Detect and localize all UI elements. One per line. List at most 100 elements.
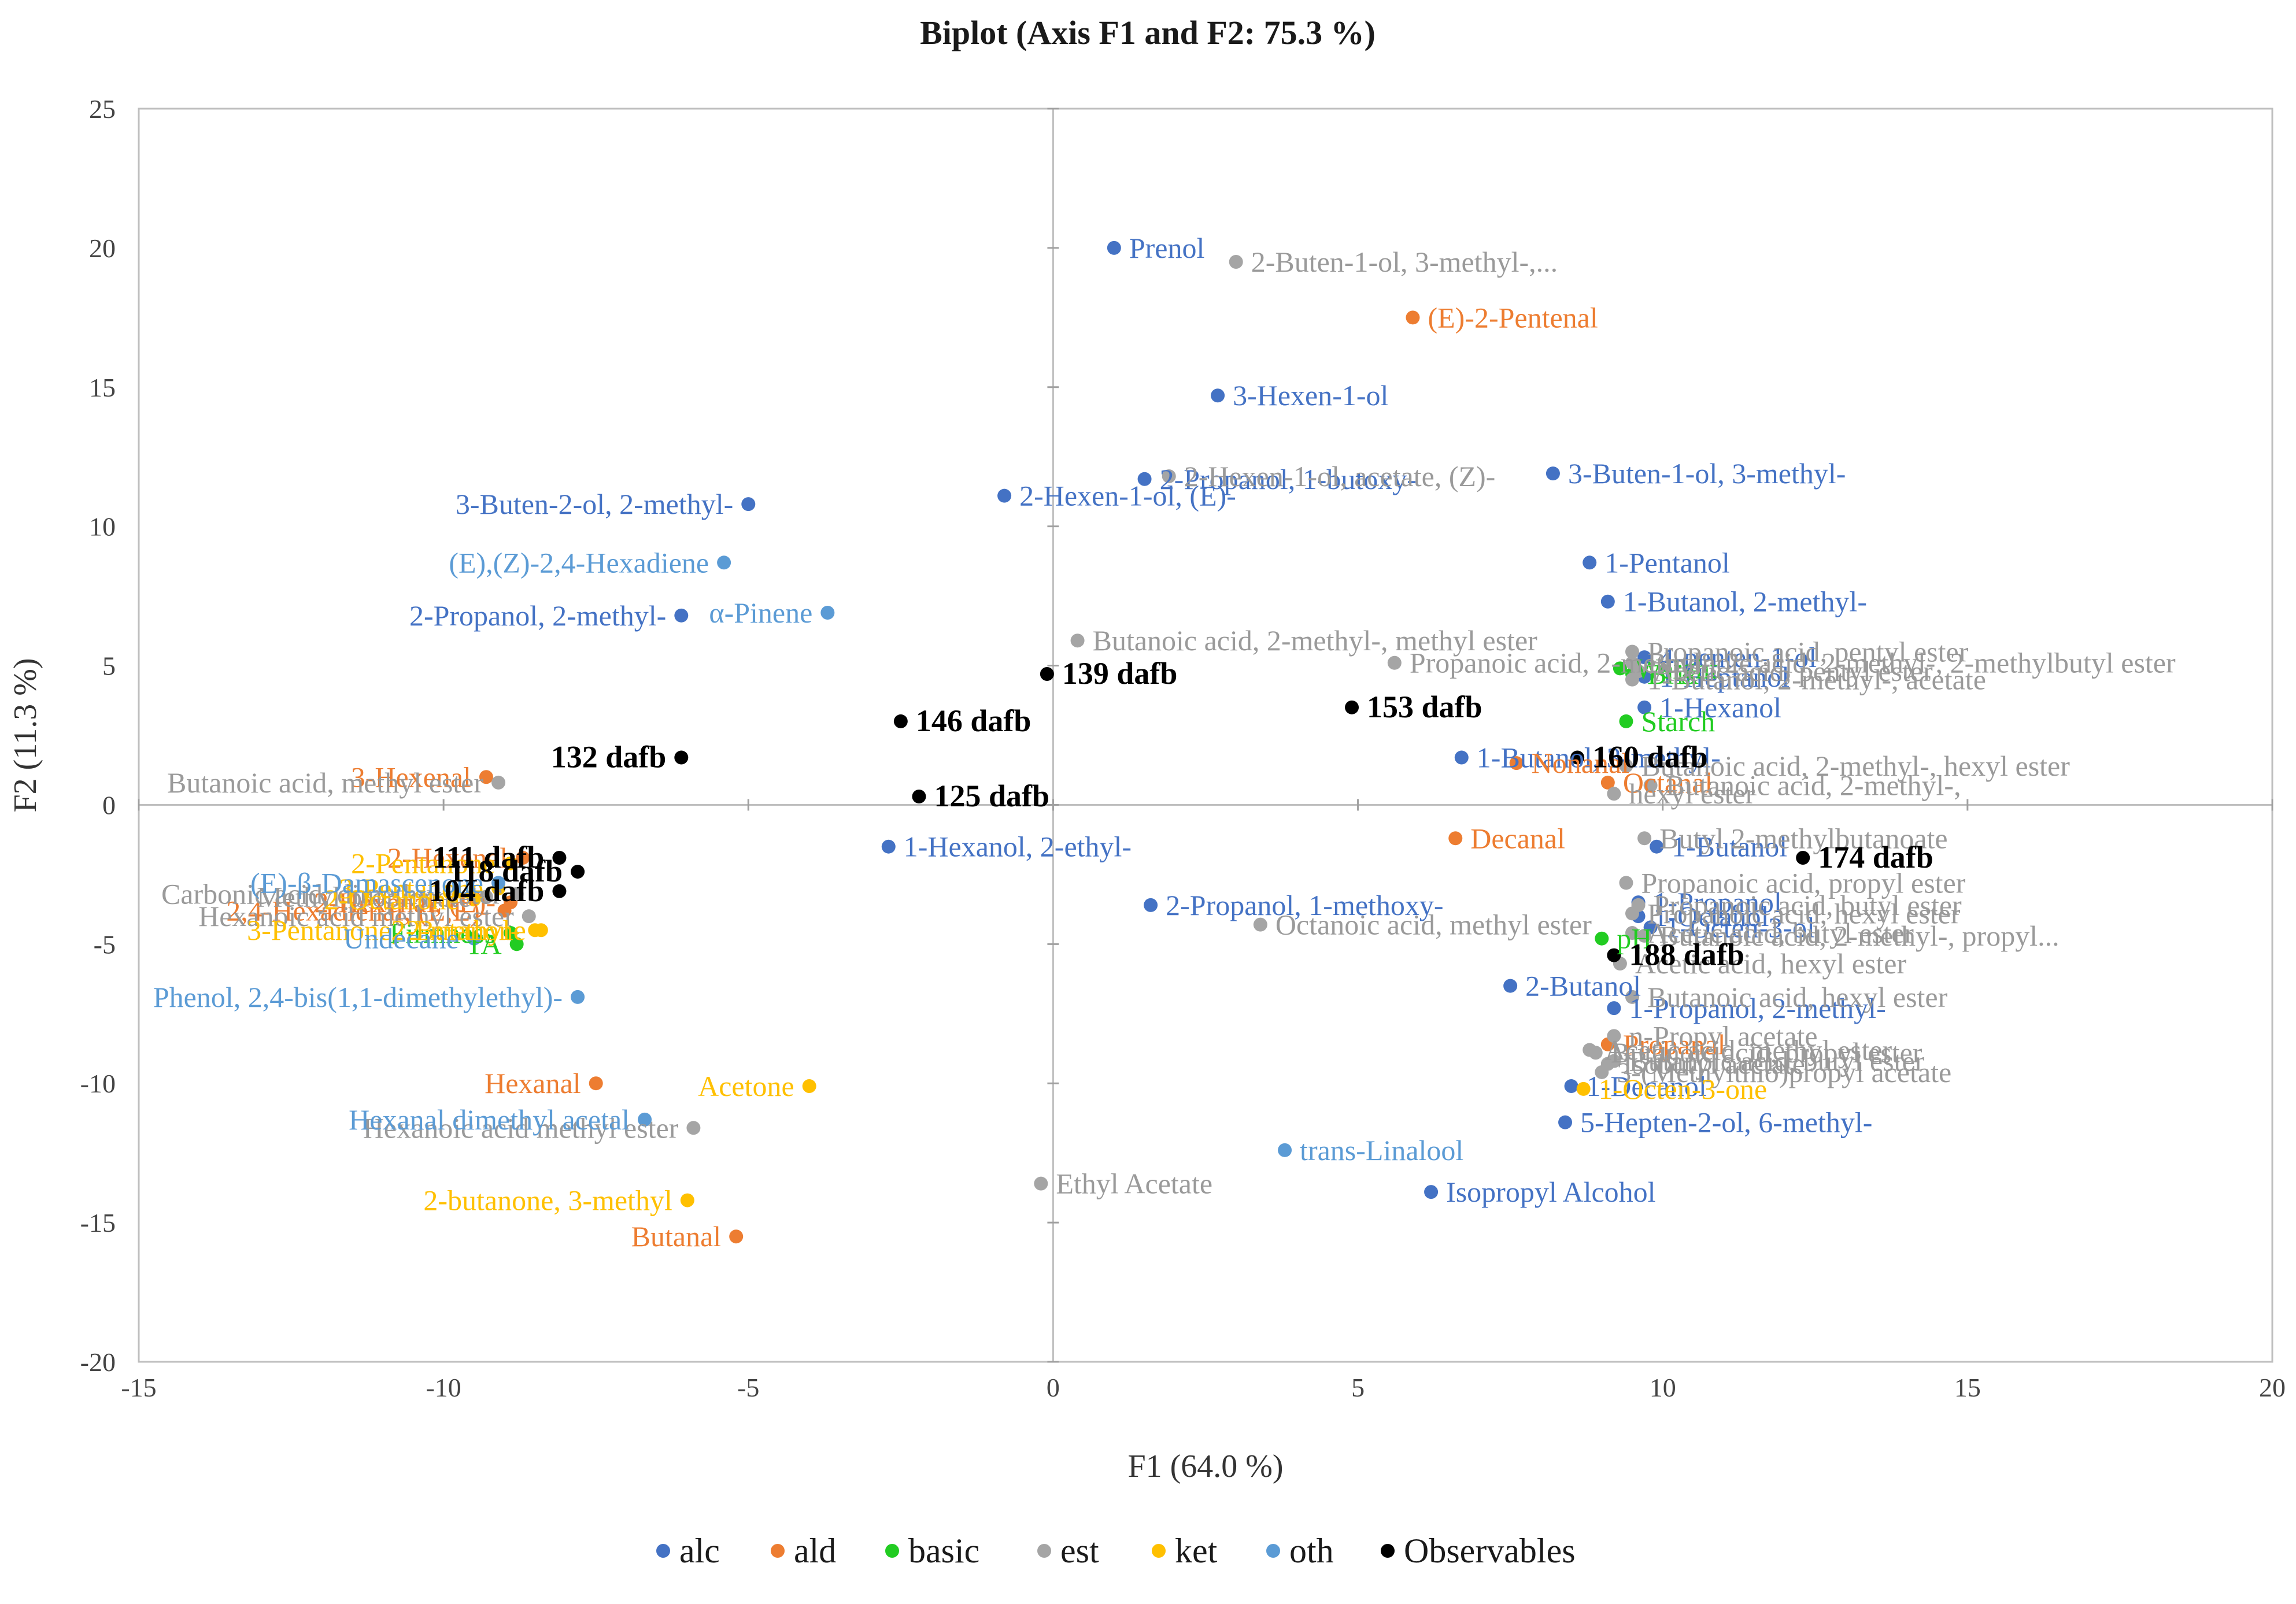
label-observables: 118 dafb (449, 854, 563, 888)
point-ald (1600, 775, 1615, 790)
label-alc: 4-penten-1-ol (1659, 641, 1817, 673)
point-alc (1211, 388, 1225, 403)
label-est: Propanoic acid, propyl ester (1641, 866, 1965, 899)
x-tick-label: -15 (121, 1373, 156, 1402)
point-labels: Prenol 3-Hexen-1-ol 2-Hexen-1-ol, (E)- 3-Bu… (153, 232, 2176, 1253)
label-alc: 3-Buten-2-ol, 2-methyl- (456, 488, 733, 520)
label-oth: (E)-β-Damascenone (250, 866, 483, 899)
label-oth: (E),(Z)-2,4-Hexadiene (449, 546, 709, 579)
label-alc: 2-Hexen-1-ol, (E)- (1019, 480, 1236, 512)
legend-label-ald: ald (794, 1532, 836, 1570)
x-tick-label: 0 (1047, 1373, 1060, 1402)
label-est: Butanoic acid, 2-methyl-, hexyl ester (1641, 750, 2070, 782)
point-est (1625, 926, 1639, 940)
point-alc (1650, 839, 1664, 854)
label-alc: 1-Octen-3-ol (1666, 911, 1815, 943)
label-est: Acetic acid, butyl ester (1647, 917, 1914, 949)
point-observables (1796, 850, 1810, 865)
label-alc: 3-Buten-1-ol, 3-methyl- (1568, 457, 1846, 490)
label-alc: 2-Propanol, 2-methyl- (409, 599, 666, 632)
label-est: Propanoic acid, butyl ester (1654, 889, 1962, 921)
point-alc (881, 839, 896, 854)
point-alc (997, 488, 1012, 503)
x-axis-label: F1 (64.0 %) (1127, 1449, 1283, 1484)
label-est: Butanoic acid, 2-methyl-, 2-methylbutyl … (1647, 647, 2176, 679)
point-alc (1503, 979, 1518, 993)
point-observables (1570, 750, 1585, 765)
point-basic (509, 937, 524, 951)
point-observables (1607, 948, 1621, 962)
label-est: Butanoic acid, propyl ester (1611, 1036, 1922, 1069)
point-est (1162, 469, 1176, 483)
point-basic (1619, 714, 1633, 728)
legend-marker-oth (1266, 1544, 1280, 1558)
x-tick-label: -10 (426, 1373, 461, 1402)
label-est: Butanoic acid, hexyl ester (1647, 981, 1948, 1013)
label-est: n-Propyl acetate (1629, 1020, 1817, 1052)
label-oth: Hexanal dimethyl acetal (349, 1103, 630, 1136)
label-est: Butyl 2-methylbutanoate (1659, 822, 1948, 854)
legend-label-est: est (1060, 1532, 1099, 1570)
label-observables: 188 dafb (1629, 938, 1744, 972)
point-ald (1448, 831, 1463, 846)
point-est (1600, 1057, 1615, 1071)
point-est (479, 890, 493, 904)
label-alc: 1-Butanol (1672, 831, 1787, 863)
point-observables (552, 884, 567, 898)
point-observables (1345, 700, 1359, 714)
point-alc (741, 497, 756, 512)
y-tick-label: 20 (89, 234, 116, 263)
point-oth (491, 876, 506, 890)
point-oth (467, 931, 481, 946)
point-alc (1558, 1115, 1573, 1129)
point-ket (1576, 1081, 1591, 1096)
label-basic: pH (1617, 923, 1652, 955)
legend-label-alc: alc (679, 1532, 720, 1570)
legend-label-ket: ket (1175, 1532, 1218, 1570)
legend-marker-ket (1152, 1544, 1166, 1558)
legend-label-observables: Observables (1404, 1532, 1576, 1570)
label-ket: 3-Pentanone (339, 872, 483, 905)
legend-marker-basic (885, 1544, 899, 1558)
point-alc (1600, 594, 1615, 609)
label-est: Propanoic acid, 2-methyl-, 2-... (1410, 647, 1771, 679)
point-est (1625, 906, 1639, 921)
label-est: Butanoic acid, methyl ester (167, 766, 483, 799)
point-oth (717, 555, 731, 570)
point-observables (674, 750, 689, 765)
label-oth: α-Pinene (709, 597, 812, 629)
y-tick-label: -15 (80, 1208, 116, 1238)
point-oth (820, 606, 835, 620)
label-ket: 3-Pentanone, 2-methyl- (247, 914, 520, 946)
point-alc (1637, 650, 1652, 665)
label-est: Butanoic acid, 2-methyl-, methyl ester (1093, 624, 1538, 657)
x-tick-label: 15 (1954, 1373, 1981, 1402)
label-ald: Propanal (1623, 1028, 1726, 1061)
label-alc: Isopropyl Alcohol (1446, 1176, 1655, 1208)
point-ket (504, 856, 518, 870)
point-observables (571, 865, 585, 879)
point-alc (1564, 1079, 1578, 1094)
point-observables (893, 714, 908, 728)
label-basic: TA (465, 928, 502, 960)
point-est (509, 887, 524, 901)
legend: alc ald basic est ket oth Observables (656, 1532, 1576, 1570)
point-est (1034, 1176, 1048, 1191)
point-est (1619, 758, 1633, 773)
legend-marker-est (1037, 1544, 1051, 1558)
plot-area-frame (138, 108, 2273, 1363)
point-est (1607, 1029, 1621, 1043)
label-alc: 1-Pentanol (1604, 546, 1730, 579)
label-observables: 146 dafb (916, 703, 1031, 738)
y-tick-label: -5 (94, 929, 116, 959)
point-ket (467, 892, 481, 907)
label-est: Carbonic acid, dimethyl ester (161, 878, 502, 910)
label-observables: 139 dafb (1062, 656, 1178, 691)
y-axis-label: F2 (11.3 %) (8, 658, 43, 812)
label-est: Butanoic acid, 2-methyl-, propyl... (1659, 920, 2060, 952)
label-alc: 1-Heptanol (1659, 661, 1790, 693)
point-ald (729, 1229, 744, 1244)
label-alc: 1-Propanol (1654, 886, 1782, 918)
legend-marker-observables (1381, 1544, 1395, 1558)
label-ket: 2-butanone, 3-methyl (423, 1184, 672, 1217)
